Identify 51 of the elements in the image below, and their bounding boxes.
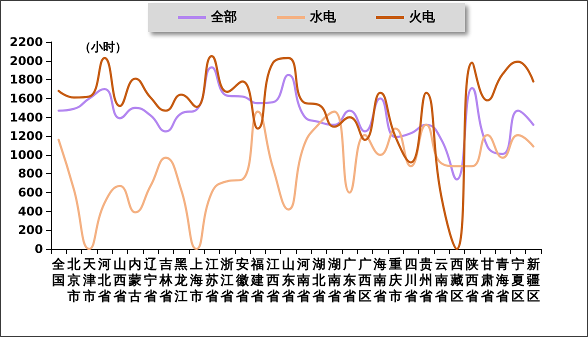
x-tick-label: 山西省 bbox=[112, 258, 128, 304]
y-tick-label: 1400 bbox=[10, 110, 43, 124]
x-tick-label: 吉林省 bbox=[158, 258, 174, 304]
x-tick-label: 北京市 bbox=[66, 258, 82, 304]
x-tick-label: 广东省 bbox=[342, 256, 358, 304]
legend-label: 全部 bbox=[210, 9, 237, 25]
x-tick-label: 陕西省 bbox=[464, 258, 480, 304]
x-tick-label: 浙江省 bbox=[220, 258, 235, 304]
y-tick-label: 1800 bbox=[10, 72, 43, 87]
x-tick-label: 海南省 bbox=[372, 258, 388, 304]
y-tick-label: 1000 bbox=[10, 148, 43, 162]
annotation: （小时） bbox=[79, 40, 127, 54]
x-tick-label: 新疆区 bbox=[526, 256, 540, 304]
y-tick-label: 200 bbox=[18, 223, 43, 238]
x-tick-label: 辽宁省 bbox=[143, 258, 158, 304]
x-tick-label: 全国 bbox=[51, 258, 66, 288]
line-series bbox=[58, 55, 534, 250]
x-tick-label: 黑龙江 bbox=[174, 258, 189, 304]
x-tick-label: 湖北省 bbox=[311, 258, 326, 304]
y-tick-label: 1600 bbox=[10, 91, 43, 106]
x-tick-label: 四川省 bbox=[403, 258, 418, 304]
x-tick-label: 江苏省 bbox=[204, 258, 220, 304]
x-tick-label: 云南省 bbox=[434, 258, 449, 304]
line-series bbox=[58, 110, 534, 250]
legend-label: 水电 bbox=[309, 10, 337, 25]
y-tick-label: 800 bbox=[18, 166, 43, 181]
x-tick-label: 内蒙古 bbox=[128, 258, 142, 304]
y-tick-label: 0 bbox=[34, 242, 43, 256]
y-tick-label: 1200 bbox=[10, 129, 43, 144]
x-tick-label: 湖南省 bbox=[326, 258, 342, 304]
x-tick-label: 甘肃省 bbox=[480, 258, 495, 304]
legend-label: 火电 bbox=[408, 10, 436, 25]
y-tick-label: 600 bbox=[18, 186, 43, 200]
y-tick-label: 2000 bbox=[10, 54, 43, 68]
x-tick-label: 福建省 bbox=[250, 256, 266, 304]
x-tick-label: 西藏区 bbox=[449, 258, 464, 304]
x-tick-label: 天津市 bbox=[82, 258, 97, 304]
x-tick-label: 青海省 bbox=[495, 258, 510, 304]
x-tick-label: 重庆市 bbox=[388, 256, 402, 304]
x-tick-label: 河北省 bbox=[97, 258, 112, 304]
x-tick-label: 安徽省 bbox=[234, 256, 250, 304]
y-tick-label: 400 bbox=[18, 204, 43, 218]
x-tick-label: 宁夏区 bbox=[510, 256, 525, 304]
x-tick-label: 山东省 bbox=[280, 258, 296, 304]
x-tick-label: 上海市 bbox=[188, 258, 203, 304]
y-tick-label: 2200 bbox=[10, 35, 43, 49]
x-tick-label: 河南省 bbox=[296, 258, 312, 304]
line-series bbox=[58, 66, 534, 180]
x-tick-label: 广西区 bbox=[357, 256, 372, 304]
x-tick-label: 贵州省 bbox=[418, 256, 434, 304]
x-tick-label: 江西省 bbox=[266, 258, 281, 304]
